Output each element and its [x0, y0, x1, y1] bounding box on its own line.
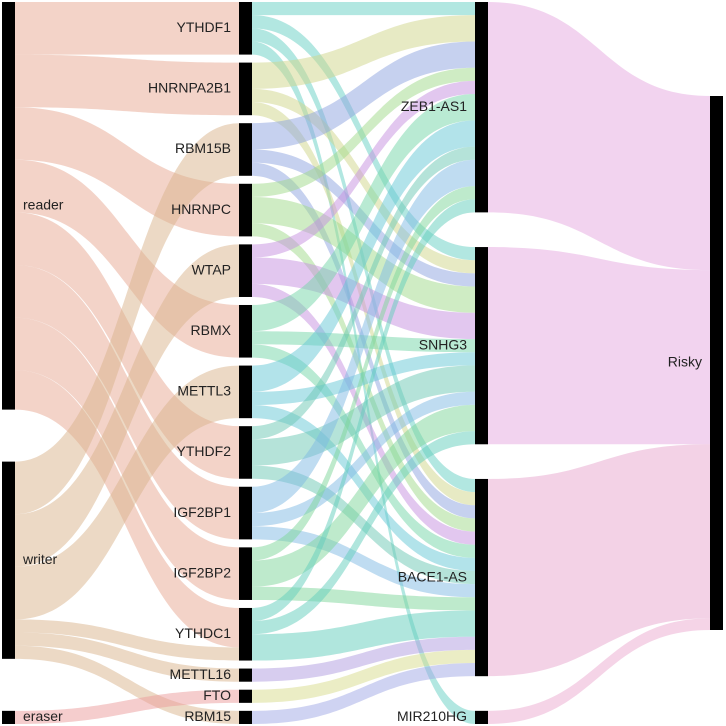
node-label-IGF2BP2: IGF2BP2	[173, 564, 231, 580]
node-label-Risky: Risky	[668, 354, 702, 370]
flow-YTHDF1-to-ZEB1-AS1	[252, 2, 475, 16]
node-label-BACE1-AS: BACE1-AS	[398, 568, 467, 584]
node-BACE1-AS	[475, 478, 488, 677]
flow-FTO-to-BACE1-AS	[252, 649, 475, 703]
flow-RBM15B-to-ZEB1-AS1	[252, 41, 475, 150]
flow-YTHDC1-to-BACE1-AS	[252, 610, 475, 661]
flow-HNRNPA2B1-to-SNHG3	[252, 88, 475, 274]
node-label-YTHDC1: YTHDC1	[175, 625, 231, 641]
flow-MIR210HG-to-Risky	[488, 618, 710, 724]
flow-writer-to-RBM15B	[15, 123, 239, 515]
node-METTL16	[239, 668, 252, 682]
node-YTHDF1	[239, 2, 252, 55]
flow-IGF2BP2-to-ZEB1-AS1	[252, 186, 475, 561]
labels-layer: reader writer eraser YTHDF1 HNRNPA2B1 RBM15B H…	[22, 19, 702, 724]
node-METTL3	[239, 365, 252, 419]
flow-ZEB1-AS1-to-Risky	[488, 2, 710, 271]
flow-reader-to-IGF2BP2	[15, 317, 239, 600]
node-WTAP	[239, 244, 252, 297]
flow-IGF2BP2-to-BACE1-AS	[252, 586, 475, 611]
node-label-METTL16: METTL16	[170, 666, 232, 682]
node-label-FTO: FTO	[203, 687, 231, 703]
node-Risky	[710, 96, 723, 630]
node-label-HNRNPC: HNRNPC	[171, 201, 231, 217]
node-YTHDF2	[239, 426, 252, 479]
flow-writer-to-METTL16	[15, 632, 239, 682]
flow-RBMX-to-ZEB1-AS1	[252, 94, 475, 332]
node-label-SNHG3: SNHG3	[419, 336, 467, 352]
node-label-YTHDF2: YTHDF2	[177, 443, 232, 459]
node-label-HNRNPA2B1: HNRNPA2B1	[148, 80, 231, 96]
node-MIR210HG	[475, 710, 488, 724]
node-ZEB1-AS1	[475, 2, 488, 213]
flow-WTAP-to-ZEB1-AS1	[252, 80, 475, 258]
node-label-YTHDF1: YTHDF1	[177, 19, 232, 35]
node-label-MIR210HG: MIR210HG	[397, 708, 467, 724]
flow-METTL3-to-ZEB1-AS1	[252, 120, 475, 392]
flow-YTHDC1-to-SNHG3	[252, 431, 475, 635]
node-SNHG3	[475, 247, 488, 445]
flow-IGF2BP2-to-SNHG3	[252, 404, 475, 587]
node-label-IGF2BP1: IGF2BP1	[173, 504, 231, 520]
flow-HNRNPA2B1-to-ZEB1-AS1	[252, 15, 475, 89]
node-reader	[2, 2, 15, 410]
node-label-RBM15: RBM15	[184, 708, 231, 724]
flow-IGF2BP1-to-ZEB1-AS1	[252, 159, 475, 514]
node-RBM15	[239, 710, 252, 724]
flow-RBMX-to-BACE1-AS	[252, 344, 475, 558]
flow-IGF2BP1-to-SNHG3	[252, 391, 475, 527]
flow-METTL16-to-BACE1-AS	[252, 636, 475, 682]
node-RBM15B	[239, 123, 252, 176]
node-label-RBM15B: RBM15B	[175, 140, 231, 156]
node-HNRNPC	[239, 183, 252, 237]
flow-reader-to-YTHDF1	[15, 2, 239, 55]
node-YTHDC1	[239, 607, 252, 661]
node-label-writer: writer	[22, 551, 58, 567]
node-FTO	[239, 689, 252, 703]
node-writer	[2, 461, 15, 659]
flow-eraser-to-FTO	[15, 689, 239, 724]
flow-reader-to-HNRNPA2B1	[15, 54, 239, 116]
node-label-WTAP: WTAP	[192, 261, 231, 277]
node-label-ZEB1-AS1: ZEB1-AS1	[401, 98, 467, 114]
node-label-eraser: eraser	[23, 708, 63, 724]
links-layer	[15, 2, 710, 725]
node-label-METTL3: METTL3	[177, 383, 231, 399]
node-HNRNPA2B1	[239, 62, 252, 116]
node-RBMX	[239, 304, 252, 358]
node-label-RBMX: RBMX	[191, 322, 232, 338]
flow-writer-to-YTHDC1	[15, 619, 239, 661]
node-IGF2BP2	[239, 547, 252, 600]
flow-YTHDF2-to-BACE1-AS	[252, 465, 475, 585]
flow-YTHDC1-to-ZEB1-AS1	[252, 199, 475, 622]
flow-SNHG3-to-Risky	[488, 247, 710, 445]
flow-HNRNPC-to-ZEB1-AS1	[252, 67, 475, 197]
flow-RBM15-to-BACE1-AS	[252, 663, 475, 724]
flow-YTHDF2-to-ZEB1-AS1	[252, 146, 475, 440]
flow-writer-to-WTAP	[15, 244, 239, 567]
flow-writer-to-METTL3	[15, 365, 239, 620]
node-eraser	[2, 710, 15, 724]
node-IGF2BP1	[239, 486, 252, 540]
flow-IGF2BP1-to-BACE1-AS	[252, 526, 475, 598]
node-label-reader: reader	[23, 197, 64, 213]
flow-BACE1-AS-to-Risky	[488, 444, 710, 677]
